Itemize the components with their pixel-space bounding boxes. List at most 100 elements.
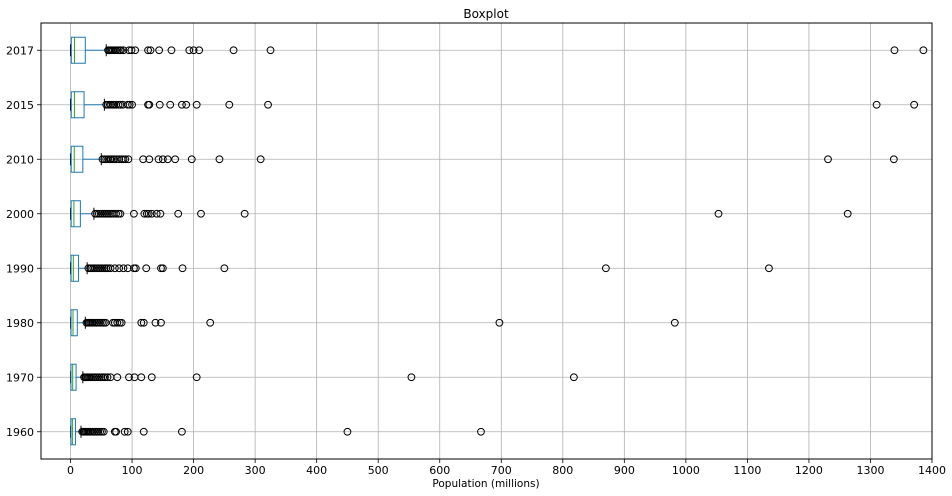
box-1960 [70,418,485,446]
outlier-point [128,100,136,109]
y-tick-label: 2010 [6,153,34,166]
outlier-point [890,46,899,55]
y-tick-label: 2017 [6,44,34,57]
outlier-point [495,318,504,327]
outlier-point [117,46,125,55]
y-axis: 2017 2015 2010 2000 1990 1980 1970 1960 [6,44,41,439]
x-tick-label: 200 [183,464,204,477]
x-tick-label: 1300 [856,464,884,477]
outlier-point [119,264,128,273]
outlier-point [119,46,128,55]
iqr-box [70,200,81,228]
x-axis-label: Population (millions) [432,478,539,490]
outlier-point [145,155,154,164]
outlier-point [155,100,164,109]
outlier-point [147,373,156,382]
outlier-point [407,373,416,382]
iqr-box [70,309,78,337]
outlier-point [127,46,136,55]
outlier-point [154,155,163,164]
outlier-point [113,373,122,382]
outlier-point [112,209,120,218]
outlier-point [99,427,108,436]
outlier-point [174,209,183,218]
outlier-point [158,155,167,164]
outlier-point [714,209,723,218]
outlier-point [167,46,176,55]
outlier-point [123,264,132,273]
outlier-point [266,46,275,55]
outlier-point [601,264,610,273]
outlier-point [240,209,249,218]
iqr-box [70,145,84,173]
outlier-point [131,264,140,273]
outlier-point [843,209,852,218]
outlier-point [147,209,156,218]
outlier-point [125,100,134,109]
outlier-point [113,318,122,327]
plot-area [40,22,933,460]
x-tick-label: 1100 [733,464,761,477]
outlier-point [139,318,148,327]
outlier-point [182,100,191,109]
iqr-box [70,363,77,391]
outlier-point [477,427,485,436]
outlier-point [919,46,928,55]
iqr-box [70,418,76,446]
outlier-point [197,209,205,218]
outlier-point [121,155,130,164]
y-tick-label: 2000 [6,208,34,221]
outlier-point [155,46,164,55]
box-1970 [70,363,578,391]
iqr-box [70,91,85,119]
outlier-point [156,209,165,218]
outlier-point [125,373,133,382]
outlier-point [101,318,110,327]
outlier-point [178,100,186,109]
outlier-point [171,155,180,164]
outlier-point [185,46,194,55]
outlier-point [139,427,148,436]
x-axis: 0 100 200 300 400 500 600 700 800 900 1000 1100 1200… [67,459,946,477]
outlier-point [166,100,175,109]
outlier-point [110,264,119,273]
outlier-point [343,427,352,436]
outlier-point [124,155,133,164]
outlier-point [220,264,229,273]
outlier-point [115,155,124,164]
outlier-point [192,100,201,109]
outlier-point [112,427,120,436]
iqr-box [70,254,80,282]
x-tick-label: 800 [552,464,573,477]
y-tick-label: 2015 [6,99,34,112]
outlier-point [189,46,198,55]
outlier-point [144,209,153,218]
outlier-point [206,318,215,327]
outlier-point [123,427,132,436]
outlier-point [139,155,148,164]
outlier-point [130,209,138,218]
grid-lines [41,23,933,459]
outlier-point [144,46,152,55]
outlier-point [225,100,234,109]
x-tick-label: 300 [245,464,266,477]
x-tick-label: 100 [122,464,143,477]
x-tick-label: 900 [614,464,635,477]
x-tick-label: 700 [491,464,512,477]
x-tick-label: 1000 [672,464,700,477]
outlier-point [670,318,679,327]
outlier-point [264,100,272,109]
outlier-point [229,46,238,55]
box-2015 [70,91,919,119]
outlier-point [125,46,133,55]
outlier-point [116,100,125,109]
outlier-point [178,427,186,436]
outlier-point [910,100,919,109]
outlier-point [765,264,773,273]
y-tick-label: 1960 [6,426,34,439]
outlier-point [192,373,201,382]
box-1980 [70,309,679,337]
y-tick-label: 1990 [6,262,34,275]
outlier-point [101,373,109,382]
